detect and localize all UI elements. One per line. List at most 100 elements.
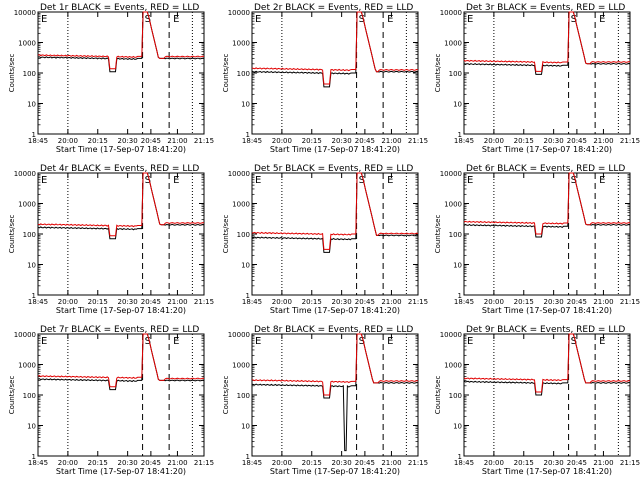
- y-axis-label: Counts/sec: [434, 376, 442, 415]
- x-tick-label: 20:15: [514, 298, 534, 306]
- left-marker-label: E: [41, 336, 47, 347]
- left-marker-label: E: [255, 14, 261, 25]
- y-tick-label: 100: [237, 392, 250, 400]
- lld-series-line: [251, 172, 419, 250]
- y-tick-label: 1: [458, 292, 462, 300]
- y-tick-label: 10: [241, 101, 250, 109]
- x-axis-label: Start Time (17-Sep-07 18:41:20): [270, 306, 400, 315]
- lld-series-line: [463, 333, 631, 393]
- y-tick-label: 1000: [232, 362, 250, 370]
- start-marker-label: S: [359, 14, 365, 25]
- x-tick-label: 20:30: [118, 459, 138, 467]
- x-tick-label: 20:30: [332, 137, 352, 145]
- panel-title: Det 9r BLACK = Events, RED = LLD: [466, 325, 625, 335]
- end-marker-label: E: [599, 175, 605, 186]
- events-series-line: [463, 333, 631, 396]
- x-tick-label: 20:45: [355, 137, 375, 145]
- lld-series-line: [251, 333, 419, 396]
- x-tick-label: 21:15: [620, 459, 640, 467]
- x-tick-label: 21:15: [408, 459, 428, 467]
- y-tick-label: 10: [27, 101, 36, 109]
- panel-det-9: Det 9r BLACK = Events, RED = LLD 1 10 100 10…: [434, 325, 640, 476]
- x-tick-label: 20:15: [302, 298, 322, 306]
- x-tick-label: 18:45: [454, 459, 474, 467]
- x-tick-label: 20:30: [544, 298, 564, 306]
- x-tick-label: 20:30: [118, 298, 138, 306]
- y-tick-label: 1: [246, 292, 250, 300]
- y-tick-label: 1000: [444, 362, 462, 370]
- panel-title: Det 6r BLACK = Events, RED = LLD: [466, 164, 625, 174]
- panel-det-4: Det 4r BLACK = Events, RED = LLD 1 10 100 10…: [8, 164, 214, 315]
- x-tick-label: 20:45: [355, 298, 375, 306]
- events-series-line: [463, 11, 631, 75]
- x-tick-label: 20:15: [514, 459, 534, 467]
- y-tick-label: 1: [32, 292, 36, 300]
- panel-det-2: Det 2r BLACK = Events, RED = LLD 1 10 100 10…: [222, 3, 428, 154]
- panel-det-7: Det 7r BLACK = Events, RED = LLD 1 10 100 10…: [8, 325, 214, 476]
- x-tick-label: 20:45: [141, 459, 161, 467]
- x-tick-label: 18:45: [28, 298, 48, 306]
- end-marker-label: E: [599, 14, 605, 25]
- x-tick-label: 21:15: [194, 298, 214, 306]
- left-marker-label: E: [41, 14, 47, 25]
- x-tick-label: 20:00: [58, 137, 78, 145]
- x-tick-label: 20:30: [332, 459, 352, 467]
- x-tick-label: 20:00: [484, 137, 504, 145]
- x-tick-label: 20:00: [58, 298, 78, 306]
- panel-title: Det 4r BLACK = Events, RED = LLD: [40, 164, 199, 174]
- x-tick-label: 18:45: [242, 298, 262, 306]
- y-tick-label: 1: [32, 453, 36, 461]
- start-marker-label: S: [359, 336, 365, 347]
- lld-series-line: [37, 11, 205, 70]
- x-tick-label: 20:15: [88, 298, 108, 306]
- x-tick-label: 18:45: [242, 137, 262, 145]
- x-tick-label: 18:45: [454, 298, 474, 306]
- y-tick-label: 1000: [18, 201, 36, 209]
- start-marker-label: S: [145, 14, 151, 25]
- events-series-line: [251, 172, 419, 253]
- x-tick-label: 18:45: [242, 459, 262, 467]
- y-tick-label: 100: [23, 392, 36, 400]
- x-tick-label: 21:15: [620, 137, 640, 145]
- y-tick-label: 10000: [14, 9, 36, 17]
- x-axis-label: Start Time (17-Sep-07 18:41:20): [56, 145, 186, 154]
- end-marker-label: E: [173, 336, 179, 347]
- y-tick-label: 100: [449, 231, 462, 239]
- x-tick-label: 20:45: [141, 298, 161, 306]
- left-marker-label: E: [255, 336, 261, 347]
- y-tick-label: 1: [32, 131, 36, 139]
- y-tick-label: 10000: [440, 170, 462, 178]
- x-axis-label: Start Time (17-Sep-07 18:41:20): [482, 306, 612, 315]
- start-marker-label: S: [571, 175, 577, 186]
- x-tick-label: 20:00: [272, 298, 292, 306]
- panel-title: Det 7r BLACK = Events, RED = LLD: [40, 325, 199, 335]
- panel-det-8: Det 8r BLACK = Events, RED = LLD 1 10 100 10…: [222, 325, 428, 476]
- y-tick-label: 1000: [232, 40, 250, 48]
- start-marker-label: S: [145, 175, 151, 186]
- x-tick-label: 21:00: [593, 298, 613, 306]
- panel-det-5: Det 5r BLACK = Events, RED = LLD 1 10 100 10…: [222, 164, 428, 315]
- left-marker-label: E: [467, 14, 473, 25]
- panel-title: Det 8r BLACK = Events, RED = LLD: [254, 325, 413, 335]
- x-tick-label: 21:00: [167, 459, 187, 467]
- y-tick-label: 10: [241, 423, 250, 431]
- y-tick-label: 100: [237, 231, 250, 239]
- x-tick-label: 20:45: [355, 459, 375, 467]
- lld-series-line: [463, 172, 631, 235]
- x-tick-label: 20:00: [484, 459, 504, 467]
- y-tick-label: 100: [237, 70, 250, 78]
- y-tick-label: 10: [453, 423, 462, 431]
- x-axis-label: Start Time (17-Sep-07 18:41:20): [270, 145, 400, 154]
- x-axis-label: Start Time (17-Sep-07 18:41:20): [56, 467, 186, 476]
- panel-title: Det 2r BLACK = Events, RED = LLD: [254, 3, 413, 13]
- y-axis-label: Counts/sec: [434, 54, 442, 93]
- y-tick-label: 10000: [228, 331, 250, 339]
- x-tick-label: 21:00: [381, 137, 401, 145]
- y-tick-label: 1: [246, 453, 250, 461]
- y-axis-label: Counts/sec: [222, 215, 230, 254]
- y-axis-label: Counts/sec: [434, 215, 442, 254]
- y-tick-label: 1: [246, 131, 250, 139]
- lld-series-line: [251, 11, 419, 85]
- left-marker-label: E: [467, 175, 473, 186]
